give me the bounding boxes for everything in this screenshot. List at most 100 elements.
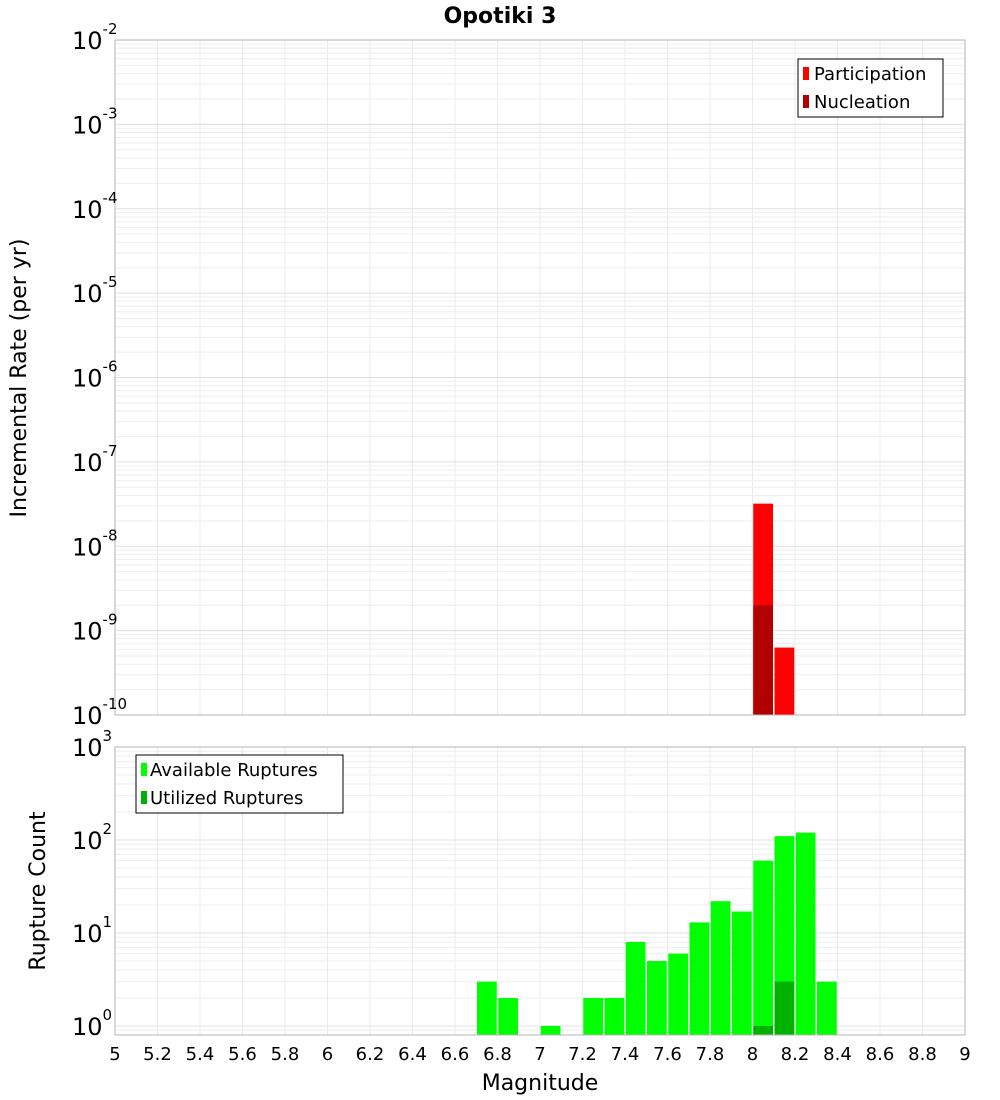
participation-legend-label: Participation	[814, 64, 926, 85]
nucleation-legend-label: Nucleation	[814, 92, 910, 113]
x-tick-label: 6.2	[356, 1044, 385, 1065]
bottom-bars	[477, 832, 837, 1035]
x-tick-label: 5.6	[228, 1044, 257, 1065]
top-y-tick-base: 10	[72, 111, 103, 139]
x-tick-label: 8.2	[781, 1044, 810, 1065]
top-y-tick-exponent: -9	[103, 611, 118, 629]
top-participation-bar	[774, 647, 795, 715]
bottom-available-ruptures-bar	[668, 953, 688, 1035]
top-y-tick-label: 10-8	[72, 526, 118, 561]
top-y-tick-label: 10-5	[72, 273, 118, 308]
top-y-tick-base: 10	[72, 365, 103, 393]
bottom-y-axis-label: Rupture Count	[26, 811, 51, 971]
bottom-y-tick-base: 10	[72, 920, 103, 948]
x-tick-label: 6.4	[398, 1044, 427, 1065]
top-nucleation-bar	[753, 605, 773, 715]
bottom-y-tick-exponent: 1	[103, 913, 113, 931]
top-y-tick-base: 10	[72, 618, 103, 646]
x-tick-label: 8.4	[823, 1044, 852, 1065]
top-y-tick-label: 10-7	[72, 442, 118, 477]
top-y-tick-base: 10	[72, 449, 103, 477]
bottom-available-ruptures-bar	[689, 922, 710, 1035]
top-y-tick-base: 10	[72, 533, 103, 561]
bottom-y-tick-base: 10	[72, 734, 103, 762]
available-swatch	[141, 763, 147, 776]
top-y-tick-exponent: -3	[103, 104, 118, 122]
bottom-available-ruptures-bar	[647, 960, 667, 1035]
utilized-swatch	[141, 791, 147, 804]
x-tick-label: 5	[109, 1044, 120, 1065]
bottom-y-tick-label: 101	[72, 913, 112, 948]
top-legend-box	[797, 58, 944, 118]
bottom-available-ruptures-bar	[753, 860, 773, 1035]
top-y-tick-label: 10-4	[72, 189, 118, 224]
bottom-legend-box	[135, 754, 344, 814]
top-y-tick-exponent: -8	[103, 526, 118, 544]
bottom-available-ruptures-bar	[604, 997, 625, 1035]
bottom-y-tick-exponent: 3	[103, 727, 113, 745]
bottom-available-ruptures-bar	[732, 911, 752, 1035]
x-axis-label: Magnitude	[482, 1071, 599, 1096]
top-y-tick-label: 10-6	[72, 358, 118, 393]
top-legend: Participation Nucleation	[797, 58, 944, 118]
bottom-available-ruptures-bar	[795, 832, 816, 1035]
x-tick-label: 7.8	[696, 1044, 725, 1065]
top-y-tick-exponent: -6	[103, 358, 118, 376]
bottom-y-tick-base: 10	[72, 1013, 103, 1041]
bottom-y-tick-label: 100	[72, 1006, 112, 1041]
top-y-axis-label: Incremental Rate (per yr)	[7, 239, 32, 518]
top-y-tick-base: 10	[72, 196, 103, 224]
top-bars	[753, 503, 795, 715]
top-y-tick-label: 10-10	[72, 695, 127, 730]
top-y-tick-exponent: -10	[103, 695, 128, 713]
bottom-y-tick-label: 102	[72, 820, 112, 855]
top-y-tick-base: 10	[72, 702, 103, 730]
top-y-tick-base: 10	[72, 27, 103, 55]
top-grid	[114, 40, 966, 716]
x-tick-label: 6.8	[483, 1044, 512, 1065]
top-y-tick-exponent: -7	[103, 442, 118, 460]
bottom-y-tick-exponent: 2	[103, 820, 113, 838]
x-tick-label: 5.2	[143, 1044, 172, 1065]
bottom-available-ruptures-bar	[583, 997, 603, 1035]
x-tick-label: 6	[322, 1044, 333, 1065]
x-tick-label: 9	[959, 1044, 970, 1065]
x-tick-label: 7.2	[568, 1044, 597, 1065]
bottom-plot-border	[114, 746, 966, 1036]
x-tick-label: 5.8	[271, 1044, 300, 1065]
x-tick-label: 7.6	[653, 1044, 682, 1065]
participation-swatch	[803, 67, 809, 80]
bottom-available-ruptures-bar	[540, 1025, 561, 1035]
bottom-available-ruptures-bar	[817, 981, 837, 1035]
chart-title: Opotiki 3	[444, 4, 557, 29]
x-tick-label: 8.6	[866, 1044, 895, 1065]
bottom-available-ruptures-bar	[498, 997, 518, 1035]
bottom-y-tick-exponent: 0	[103, 1006, 113, 1024]
bottom-y-tick-label: 103	[72, 727, 112, 762]
x-tick-label: 8	[747, 1044, 758, 1065]
bottom-legend: Available Ruptures Utilized Ruptures	[135, 754, 344, 814]
top-y-tick-label: 10-2	[72, 20, 118, 55]
x-tick-label: 7.4	[611, 1044, 640, 1065]
bottom-y-tick-base: 10	[72, 827, 103, 855]
bottom-available-ruptures-bar	[477, 981, 497, 1035]
bottom-utilized-ruptures-bar	[753, 1025, 773, 1035]
x-tick-label: 5.4	[186, 1044, 215, 1065]
utilized-legend-label: Utilized Ruptures	[150, 788, 303, 809]
available-legend-label: Available Ruptures	[150, 760, 318, 781]
bottom-available-ruptures-bar	[625, 942, 646, 1035]
x-tick-label: 6.6	[441, 1044, 470, 1065]
top-y-tick-exponent: -5	[103, 273, 118, 291]
x-tick-label: 7	[534, 1044, 545, 1065]
top-y-tick-exponent: -4	[103, 189, 118, 207]
bottom-available-ruptures-bar	[710, 901, 731, 1035]
top-plot-border	[114, 39, 966, 716]
x-tick-label: 8.8	[908, 1044, 937, 1065]
nucleation-swatch	[803, 95, 809, 108]
bottom-utilized-ruptures-bar	[774, 981, 795, 1035]
